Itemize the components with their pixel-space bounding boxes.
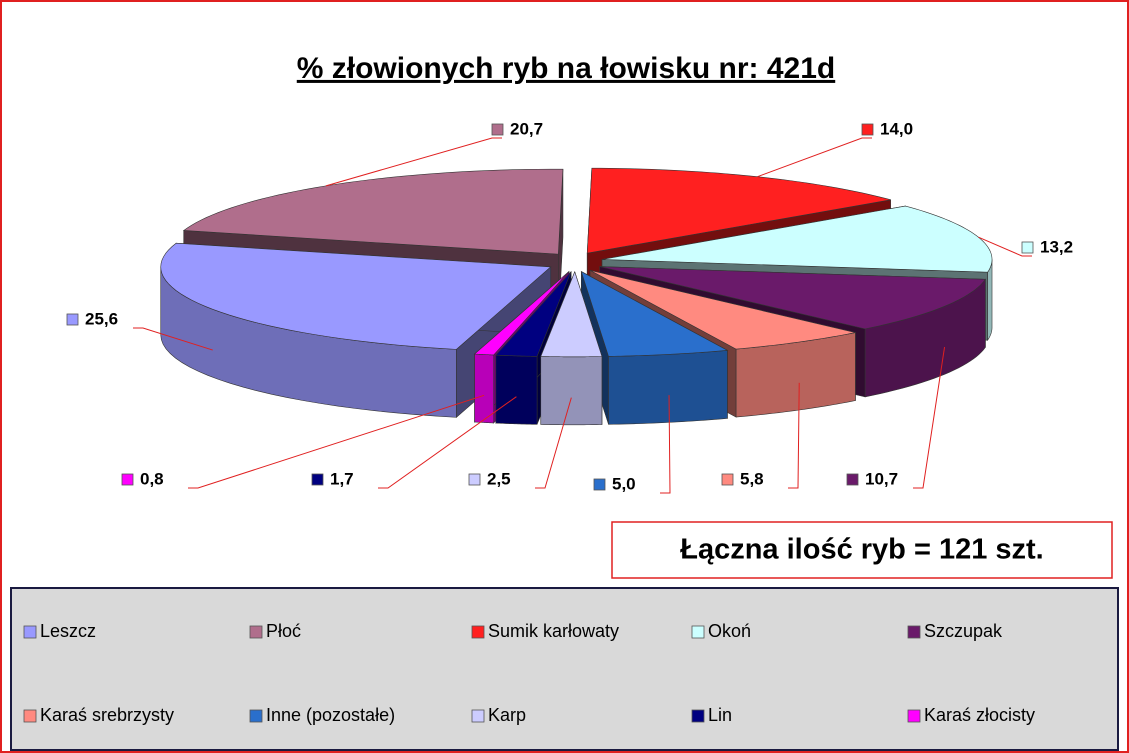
leader-line (378, 396, 517, 489)
leader-line (978, 236, 1032, 257)
chart-title: % złowionych ryb na łowisku nr: 421d (297, 52, 835, 85)
slice-top (599, 266, 986, 330)
legend-key (907, 709, 921, 723)
slice-top (473, 271, 570, 356)
label-key (721, 473, 734, 486)
leader-line (913, 347, 946, 489)
legend-label: Karaś srebrzysty (40, 705, 174, 725)
slice-top (495, 271, 572, 357)
legend-label: Sumik karłowaty (488, 621, 619, 641)
legend-label: Inne (pozostałe) (266, 705, 395, 725)
annotation-box (611, 521, 1113, 579)
leader-line (757, 137, 872, 178)
slice-top (540, 270, 603, 358)
slice-wall (495, 354, 538, 425)
slice (540, 270, 603, 426)
legend-label: Płoć (266, 621, 301, 641)
legend-key (23, 625, 37, 639)
label-key (1021, 241, 1034, 254)
leader-line (188, 394, 485, 489)
label-key (311, 473, 324, 486)
data-label: 20,7 (510, 119, 543, 138)
legend-label: Szczupak (924, 621, 1003, 641)
label-key (846, 473, 859, 486)
label-key (491, 123, 504, 136)
legend-key (249, 709, 263, 723)
legend-key (907, 625, 921, 639)
legend-label: Leszcz (40, 621, 96, 641)
slice-wall (474, 353, 494, 424)
data-label: 0,8 (140, 469, 164, 488)
leader-line (535, 397, 572, 489)
legend-label: Okoń (708, 621, 751, 641)
label-key (468, 473, 481, 486)
slice-top (182, 168, 564, 255)
legend-box (10, 587, 1119, 751)
slice-wall (540, 356, 603, 426)
leader-line (133, 327, 213, 351)
legend-key (691, 625, 705, 639)
legend-label: Lin (708, 705, 732, 725)
legend-label: Karp (488, 705, 526, 725)
legend-label: Karaś złocisty (924, 705, 1035, 725)
data-label: 5,0 (612, 474, 636, 493)
data-label: 10,7 (865, 469, 898, 488)
legend-key (471, 709, 485, 723)
label-key (121, 473, 134, 486)
data-label: 2,5 (487, 469, 511, 488)
slice-top (589, 269, 856, 350)
slice-top (580, 270, 729, 357)
label-key (66, 313, 79, 326)
data-label: 1,7 (330, 469, 354, 488)
data-label: 13,2 (1040, 237, 1073, 256)
data-label: 14,0 (880, 119, 913, 138)
annotation: Łączna ilość ryb = 121 szt. (680, 534, 1043, 566)
slice-wall (608, 350, 728, 425)
legend-key (23, 709, 37, 723)
legend-key (691, 709, 705, 723)
data-label: 5,8 (740, 469, 764, 488)
slice-top (160, 242, 552, 350)
slice-top (601, 205, 993, 273)
leader-line (788, 382, 800, 489)
legend-key (471, 625, 485, 639)
leader-line (325, 137, 502, 187)
label-key (593, 478, 606, 491)
leader-line (660, 395, 671, 494)
data-label: 25,6 (85, 309, 118, 328)
label-key (861, 123, 874, 136)
legend-key (249, 625, 263, 639)
